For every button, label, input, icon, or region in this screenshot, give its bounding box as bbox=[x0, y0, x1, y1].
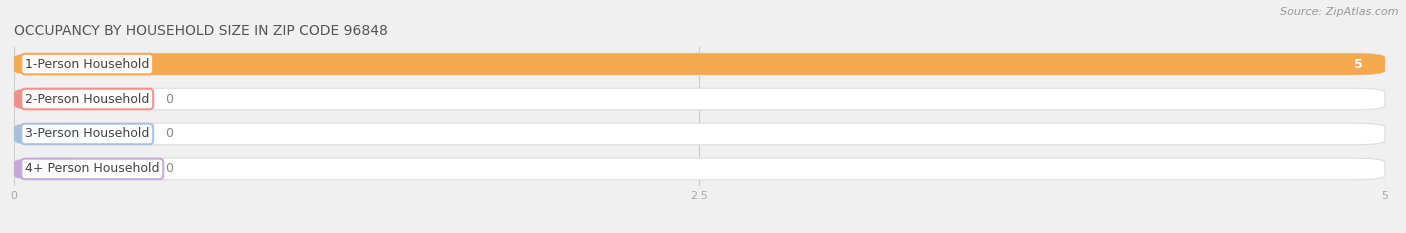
Text: Source: ZipAtlas.com: Source: ZipAtlas.com bbox=[1281, 7, 1399, 17]
Text: 5: 5 bbox=[1354, 58, 1362, 71]
Text: 4+ Person Household: 4+ Person Household bbox=[25, 162, 159, 175]
Text: 0: 0 bbox=[165, 93, 173, 106]
Text: 2-Person Household: 2-Person Household bbox=[25, 93, 149, 106]
FancyBboxPatch shape bbox=[14, 123, 83, 145]
FancyBboxPatch shape bbox=[14, 158, 83, 180]
FancyBboxPatch shape bbox=[14, 88, 83, 110]
Text: 0: 0 bbox=[165, 162, 173, 175]
FancyBboxPatch shape bbox=[14, 123, 1385, 145]
FancyBboxPatch shape bbox=[14, 158, 1385, 180]
Text: OCCUPANCY BY HOUSEHOLD SIZE IN ZIP CODE 96848: OCCUPANCY BY HOUSEHOLD SIZE IN ZIP CODE … bbox=[14, 24, 388, 38]
FancyBboxPatch shape bbox=[14, 88, 1385, 110]
Text: 1-Person Household: 1-Person Household bbox=[25, 58, 149, 71]
FancyBboxPatch shape bbox=[14, 53, 1385, 75]
FancyBboxPatch shape bbox=[14, 53, 1385, 75]
Text: 3-Person Household: 3-Person Household bbox=[25, 127, 149, 140]
Text: 0: 0 bbox=[165, 127, 173, 140]
